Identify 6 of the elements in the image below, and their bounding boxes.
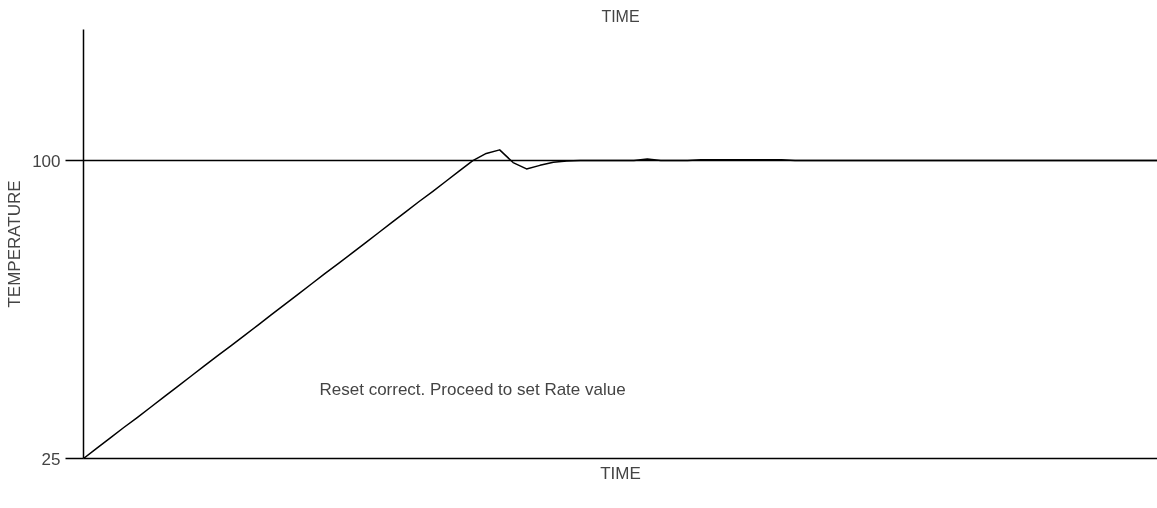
x-axis-title: TIME	[600, 463, 641, 483]
annotation: Reset correct. Proceed to set Rate value	[319, 379, 626, 399]
y-axis-title: TEMPERATURE	[5, 180, 25, 308]
chart-title: TIME	[601, 7, 640, 25]
y-tick-label: 100	[32, 151, 61, 171]
y-tick-label: 25	[41, 449, 61, 469]
